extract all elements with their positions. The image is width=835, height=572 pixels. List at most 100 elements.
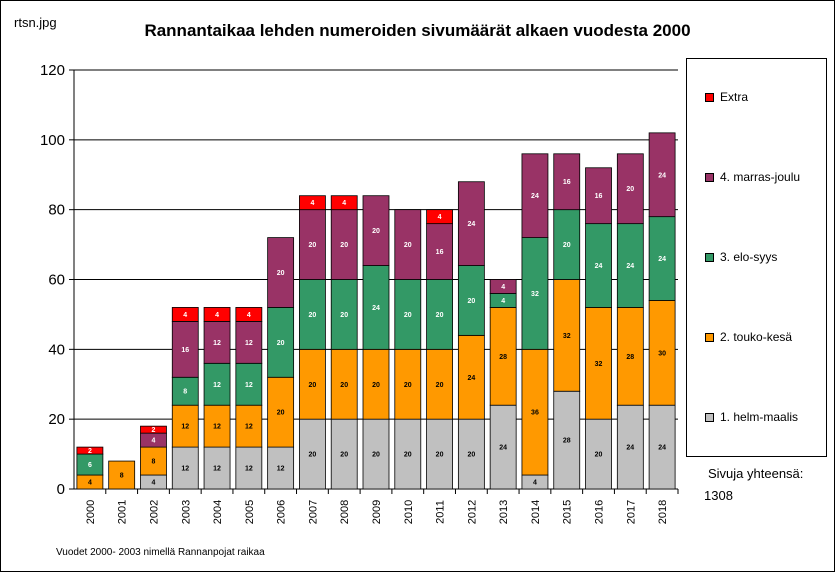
bar-segment: [203, 307, 231, 322]
x-tick-label: 2005: [244, 500, 256, 524]
legend-label-marras-joulu: 4. marras-joulu: [720, 170, 801, 184]
bar-segment: [648, 132, 676, 218]
data-label: 12: [181, 424, 189, 431]
bar-segment: [235, 320, 263, 364]
data-label: 20: [309, 242, 317, 249]
bar-segment: [362, 418, 390, 490]
data-label: 36: [531, 410, 539, 417]
y-tick-label: 120: [40, 62, 65, 79]
data-label: 32: [531, 291, 539, 298]
bar-segment: [648, 216, 676, 301]
legend-swatch-marras-joulu: [705, 172, 714, 182]
bar-segment: [235, 446, 263, 490]
data-label: 24: [372, 305, 380, 312]
bar-segment: [267, 376, 295, 448]
data-label: 20: [404, 382, 412, 389]
bar-segment: [299, 209, 326, 280]
data-label: 8: [152, 459, 156, 466]
x-tick-label: 2008: [339, 500, 351, 524]
x-tick-label: 2003: [180, 500, 192, 524]
bar-segment: [330, 195, 358, 211]
bar-segment: [489, 404, 517, 490]
bar-segment: [521, 153, 549, 239]
data-label: 24: [626, 263, 634, 270]
data-label: 20: [340, 452, 348, 459]
data-label: 24: [658, 256, 666, 263]
bar-segment: [171, 307, 199, 322]
data-label: 4: [88, 480, 92, 487]
data-label: 20: [595, 452, 603, 459]
bar-segment: [394, 418, 422, 490]
bar-segment: [108, 460, 136, 490]
data-label: 20: [404, 452, 412, 459]
bar-segment: [362, 195, 390, 266]
legend-label-elo-syys: 3. elo-syys: [720, 250, 778, 264]
data-label: 28: [563, 438, 571, 445]
y-tick-label: 60: [48, 272, 65, 289]
bar-segment: [553, 390, 581, 490]
bar-segment: [203, 320, 231, 364]
bar-segment: [267, 446, 295, 490]
legend-swatch-elo-syys: [705, 252, 714, 262]
x-tick-label: 2018: [657, 500, 669, 524]
data-label: 6: [88, 462, 92, 469]
bar-segment: [489, 279, 517, 294]
bar-segment: [330, 418, 358, 490]
data-label: 12: [213, 340, 221, 347]
data-label: 12: [277, 466, 285, 473]
bar-segment: [203, 404, 231, 448]
bar-segment: [648, 300, 676, 406]
bar-segment: [330, 348, 358, 420]
data-label: 24: [595, 263, 603, 270]
bar-segment: [616, 307, 644, 406]
x-tick-label: 2004: [212, 500, 224, 524]
legend-item-extra: Extra: [705, 90, 748, 104]
bar-segment: [457, 181, 485, 266]
legend-swatch-extra: [705, 92, 714, 102]
bar-segment: [394, 279, 422, 350]
y-tick-label: 80: [48, 202, 65, 219]
x-tick-label: 2014: [530, 500, 542, 524]
data-label: 12: [213, 382, 221, 389]
data-label: 16: [563, 179, 571, 186]
data-label: 24: [658, 172, 666, 179]
data-label: 4: [152, 438, 156, 445]
data-label: 24: [467, 221, 475, 228]
bar-segment: [553, 153, 581, 211]
data-label: 20: [309, 452, 317, 459]
data-label: 16: [436, 249, 444, 256]
data-label: 20: [436, 312, 444, 319]
data-label: 20: [309, 312, 317, 319]
x-tick-label: 2006: [276, 500, 288, 524]
bar-segment: [299, 348, 326, 420]
data-label: 28: [499, 354, 507, 361]
legend-item-marras-joulu: 4. marras-joulu: [705, 170, 800, 184]
x-tick-label: 2002: [148, 500, 160, 524]
data-label: 20: [372, 382, 380, 389]
data-label: 20: [436, 452, 444, 459]
bar-segment: [171, 404, 199, 448]
data-label: 24: [658, 445, 666, 452]
bar-segment: [171, 376, 199, 406]
data-label: 20: [340, 312, 348, 319]
bar-segment: [299, 195, 326, 211]
chart-title: Rannantaikaa lehden numeroiden sivumäärä…: [144, 21, 691, 40]
x-tick-label: 2016: [594, 500, 606, 524]
y-tick-label: 0: [57, 481, 65, 498]
bar-segment: [426, 279, 453, 350]
data-label: 12: [213, 424, 221, 431]
data-label: 4: [183, 312, 187, 319]
bar-segment: [457, 418, 485, 490]
bar-segment: [171, 320, 199, 378]
data-label: 20: [372, 452, 380, 459]
data-label: 4: [438, 214, 442, 221]
data-label: 12: [213, 466, 221, 473]
bar-segment: [489, 307, 517, 406]
bar-segment: [648, 404, 676, 490]
bar-segment: [140, 446, 167, 476]
data-label: 4: [501, 298, 505, 305]
data-label: 4: [152, 480, 156, 487]
data-label: 20: [340, 242, 348, 249]
bar-segment: [457, 334, 485, 420]
data-label: 16: [181, 347, 189, 354]
